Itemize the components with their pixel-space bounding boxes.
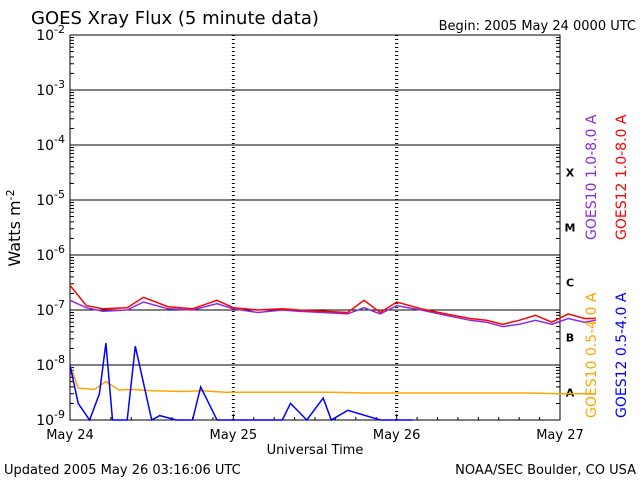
- flare-class-label: B: [566, 332, 574, 345]
- plot-area: [69, 34, 561, 421]
- y-tick-label: 10-8: [36, 353, 65, 374]
- series-line: [69, 299, 597, 328]
- y-tick-label: 10-2: [36, 23, 65, 44]
- flare-class-label: M: [565, 222, 576, 235]
- series-line: [69, 343, 413, 422]
- flare-class-label: A: [566, 387, 575, 400]
- chart-title: GOES Xray Flux (5 minute data): [31, 8, 319, 29]
- x-axis-label: Universal Time: [267, 443, 364, 458]
- x-tick-label: May 25: [210, 428, 258, 443]
- y-tick-label: 10-6: [36, 243, 65, 264]
- plot-frame: [69, 34, 561, 421]
- begin-date: Begin: 2005 May 24 0000 UTC: [439, 19, 636, 34]
- updated-timestamp: Updated 2005 May 26 03:16:06 UTC: [4, 463, 241, 478]
- flare-class-label: X: [566, 167, 575, 180]
- x-tick-label: May 27: [536, 428, 584, 443]
- series-line: [69, 284, 596, 326]
- credit: NOAA/SEC Boulder, CO USA: [455, 463, 636, 478]
- y-tick-label: 10-7: [36, 298, 65, 319]
- legend-entry: GOES10 0.5-4.0 A: [584, 292, 600, 418]
- x-tick-label: May 24: [46, 428, 94, 443]
- y-tick-label: 10-9: [36, 408, 65, 429]
- x-tick-label: May 26: [373, 428, 421, 443]
- y-axis-label: Watts m-2: [4, 189, 24, 266]
- series-line: [69, 364, 596, 395]
- legend-entry: GOES12 1.0-8.0 A: [614, 114, 630, 240]
- legend-entry: GOES10 1.0-8.0 A: [584, 114, 600, 240]
- flare-class-label: C: [566, 277, 574, 290]
- y-tick-label: 10-5: [36, 188, 65, 209]
- y-tick-label: 10-4: [36, 133, 65, 154]
- y-tick-label: 10-3: [36, 78, 65, 99]
- legend-entry: GOES12 0.5-4.0 A: [614, 292, 630, 418]
